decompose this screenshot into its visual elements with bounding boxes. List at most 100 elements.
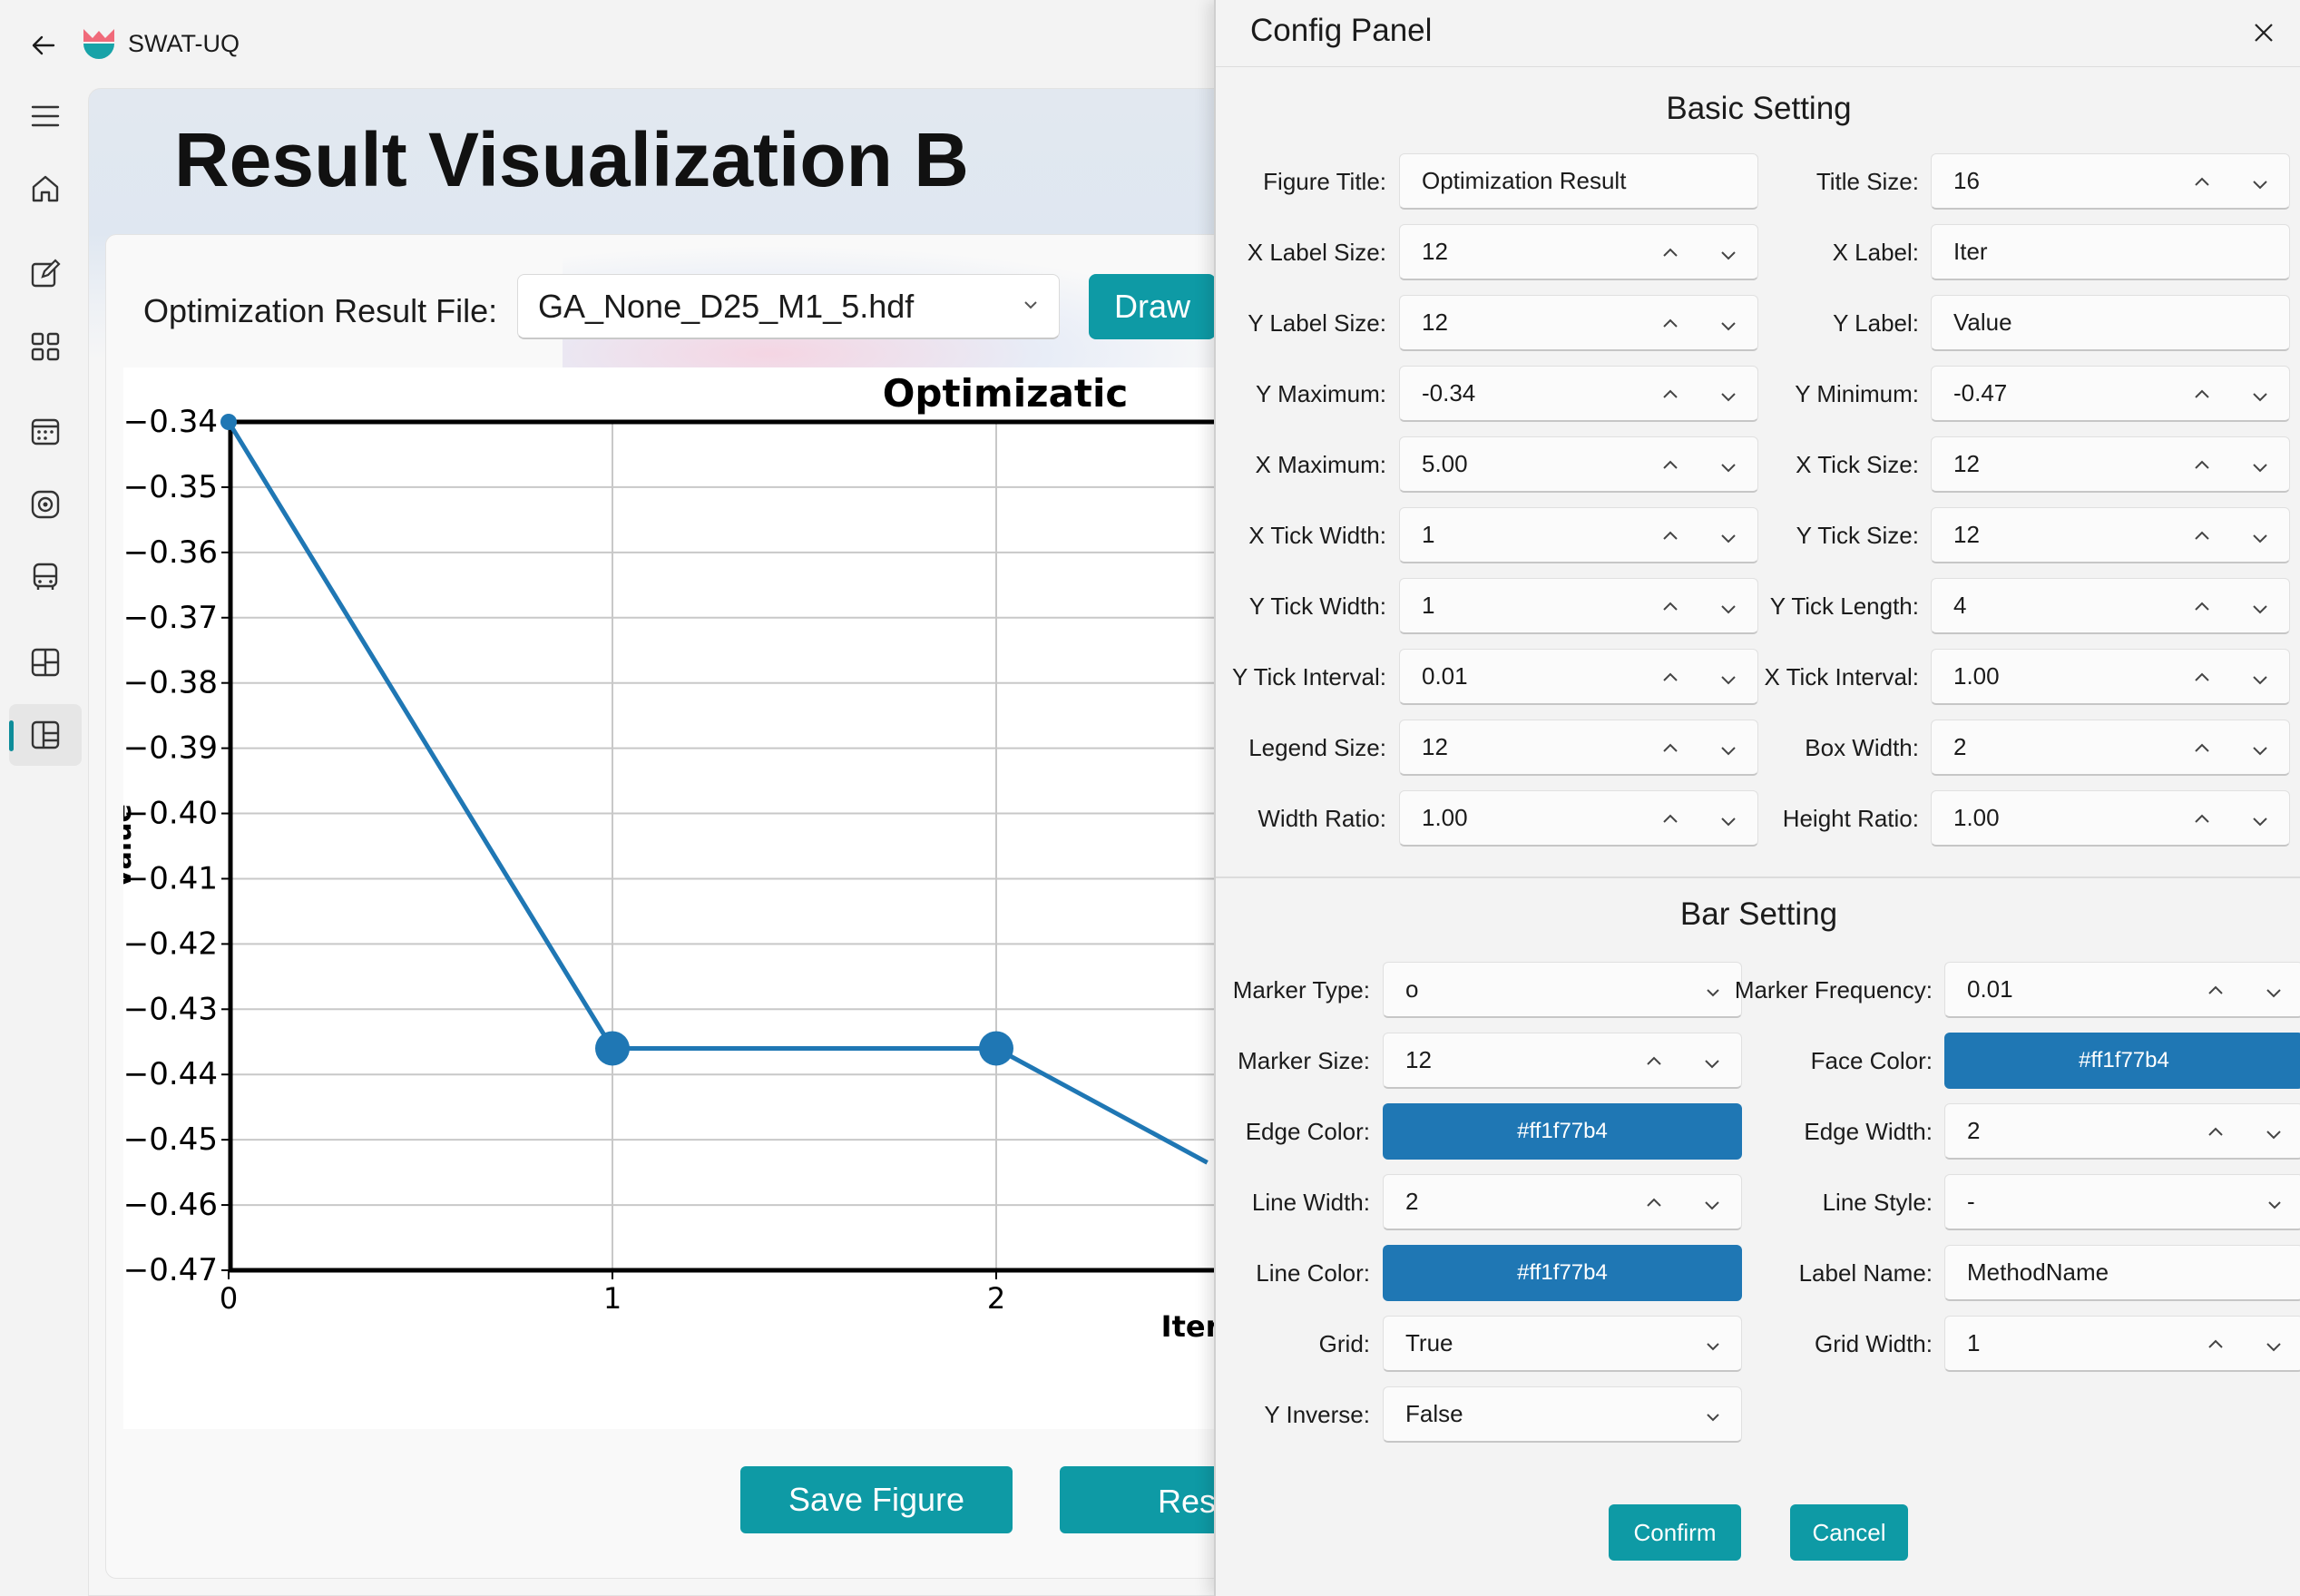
series-line (226, 420, 1209, 1165)
spin-up-icon[interactable] (1643, 1192, 1665, 1214)
x-label-size-spinbox[interactable]: 12 (1399, 224, 1758, 280)
spin-up-icon[interactable] (1643, 1051, 1665, 1072)
line-color-color-button[interactable]: #ff1f77b4 (1383, 1245, 1742, 1301)
x-label-input[interactable]: Iter (1931, 224, 2290, 280)
spin-up-icon[interactable] (1659, 596, 1681, 618)
spin-down-icon[interactable] (2263, 1124, 2285, 1146)
x-tick-size-spinbox[interactable]: 12 (1931, 436, 2290, 493)
spin-down-icon[interactable] (2263, 983, 2285, 1004)
y-inverse-select[interactable]: False (1383, 1386, 1742, 1443)
x-tick-interval-spinbox[interactable]: 1.00 (1931, 649, 2290, 705)
spin-down-icon[interactable] (2249, 599, 2271, 621)
title-size-spinbox[interactable]: 16 (1931, 153, 2290, 210)
grid-select[interactable]: True (1383, 1316, 1742, 1372)
spin-up-icon[interactable] (1659, 808, 1681, 830)
spin-up-icon[interactable] (1659, 738, 1681, 759)
spin-down-icon[interactable] (1718, 245, 1739, 267)
y-tick-interval-spinbox[interactable]: 0.01 (1399, 649, 1758, 705)
grid-width-value: 1 (1967, 1329, 1981, 1356)
y-label-input[interactable]: Value (1931, 295, 2290, 351)
spin-down-icon[interactable] (2249, 811, 2271, 833)
save-figure-button[interactable]: Save Figure (740, 1466, 1013, 1533)
label-name-input[interactable]: MethodName (1944, 1245, 2300, 1301)
spin-down-icon[interactable] (2249, 457, 2271, 479)
bus-icon[interactable] (9, 546, 82, 608)
spin-up-icon[interactable] (1659, 525, 1681, 547)
y-label-value: Value (1953, 308, 2012, 336)
spin-up-icon[interactable] (1659, 384, 1681, 406)
draw-button[interactable]: Draw (1089, 274, 1216, 339)
height-ratio-spinbox[interactable]: 1.00 (1931, 790, 2290, 847)
x-maximum-spinbox[interactable]: 5.00 (1399, 436, 1758, 493)
y-tick-width-spinbox[interactable]: 1 (1399, 578, 1758, 634)
line-width-label: Line Width: (1251, 1189, 1370, 1216)
spin-up-icon[interactable] (2191, 738, 2213, 759)
chart-layout-b-icon[interactable] (9, 704, 82, 766)
spin-down-icon[interactable] (2249, 670, 2271, 691)
spin-up-icon[interactable] (2191, 808, 2213, 830)
spin-down-icon[interactable] (1718, 316, 1739, 338)
spin-up-icon[interactable] (1659, 667, 1681, 689)
figure-title-input[interactable]: Optimization Result (1399, 153, 1758, 210)
spin-up-icon[interactable] (2191, 384, 2213, 406)
spin-up-icon[interactable] (2191, 455, 2213, 476)
spin-up-icon[interactable] (1659, 242, 1681, 264)
file-select[interactable]: GA_None_D25_M1_5.hdf (517, 274, 1060, 339)
spin-up-icon[interactable] (2191, 525, 2213, 547)
y-maximum-spinbox[interactable]: -0.34 (1399, 366, 1758, 422)
x-tick-width-spinbox[interactable]: 1 (1399, 507, 1758, 563)
chart-layout-icon[interactable] (9, 632, 82, 693)
edge-width-spinbox[interactable]: 2 (1944, 1103, 2300, 1160)
spin-up-icon[interactable] (2191, 171, 2213, 193)
spin-down-icon[interactable] (2249, 387, 2271, 408)
spin-down-icon[interactable] (2249, 740, 2271, 762)
spin-down-icon[interactable] (1718, 670, 1739, 691)
width-ratio-spinbox[interactable]: 1.00 (1399, 790, 1758, 847)
close-icon[interactable] (2246, 15, 2282, 51)
edit-icon[interactable] (9, 243, 82, 305)
label-name-value: MethodName (1967, 1258, 2109, 1286)
cancel-button[interactable]: Cancel (1790, 1504, 1908, 1561)
spin-up-icon[interactable] (2191, 596, 2213, 618)
grid-width-spinbox[interactable]: 1 (1944, 1316, 2300, 1372)
edge-color-color-button[interactable]: #ff1f77b4 (1383, 1103, 1742, 1160)
spin-up-icon[interactable] (2205, 980, 2227, 1002)
spin-up-icon[interactable] (2205, 1334, 2227, 1356)
spin-down-icon[interactable] (1718, 387, 1739, 408)
home-icon[interactable] (9, 158, 82, 220)
apps-grid-icon[interactable] (9, 316, 82, 377)
spin-down-icon[interactable] (1718, 457, 1739, 479)
y-tick-size-spinbox[interactable]: 12 (1931, 507, 2290, 563)
confirm-button[interactable]: Confirm (1609, 1504, 1741, 1561)
spin-down-icon[interactable] (1718, 740, 1739, 762)
line-width-spinbox[interactable]: 2 (1383, 1174, 1742, 1230)
box-width-spinbox[interactable]: 2 (1931, 720, 2290, 776)
box-width-value: 2 (1953, 733, 1967, 760)
spin-down-icon[interactable] (1701, 1053, 1723, 1075)
marker-size-spinbox[interactable]: 12 (1383, 1033, 1742, 1089)
spin-up-icon[interactable] (1659, 313, 1681, 335)
spin-up-icon[interactable] (1659, 455, 1681, 476)
spin-down-icon[interactable] (1718, 528, 1739, 550)
spin-down-icon[interactable] (2249, 174, 2271, 196)
spin-down-icon[interactable] (2249, 528, 2271, 550)
spin-down-icon[interactable] (1701, 1195, 1723, 1217)
back-arrow-icon[interactable] (24, 25, 64, 65)
menu-icon[interactable] (9, 85, 82, 147)
face-color-color-button[interactable]: #ff1f77b4 (1944, 1033, 2300, 1089)
calendar-icon[interactable] (9, 401, 82, 463)
x-maximum-value: 5.00 (1422, 450, 1468, 477)
spin-up-icon[interactable] (2191, 667, 2213, 689)
spin-down-icon[interactable] (1718, 599, 1739, 621)
marker-frequency-spinbox[interactable]: 0.01 (1944, 962, 2300, 1018)
spin-up-icon[interactable] (2205, 1121, 2227, 1143)
y-tick-length-spinbox[interactable]: 4 (1931, 578, 2290, 634)
target-icon[interactable] (9, 474, 82, 535)
line-style-select[interactable]: - (1944, 1174, 2300, 1230)
marker-type-select[interactable]: o (1383, 962, 1742, 1018)
legend-size-spinbox[interactable]: 12 (1399, 720, 1758, 776)
y-label-size-spinbox[interactable]: 12 (1399, 295, 1758, 351)
spin-down-icon[interactable] (2263, 1337, 2285, 1358)
spin-down-icon[interactable] (1718, 811, 1739, 833)
y-minimum-spinbox[interactable]: -0.47 (1931, 366, 2290, 422)
